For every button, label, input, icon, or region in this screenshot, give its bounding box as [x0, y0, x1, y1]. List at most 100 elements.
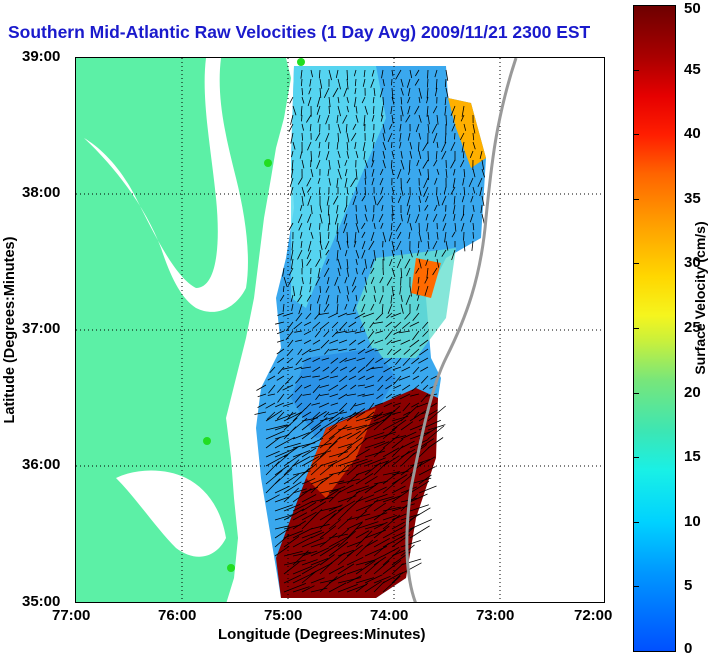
velocity-arrow — [276, 330, 285, 335]
velocity-arrow — [277, 393, 285, 403]
velocity-arrow — [274, 545, 290, 557]
colorbar-tick-mark — [633, 521, 639, 523]
velocity-arrow — [379, 87, 384, 98]
velocity-arrow — [322, 366, 330, 372]
velocity-arrow — [344, 303, 348, 310]
velocity-arrow — [346, 464, 359, 476]
velocity-arrow — [325, 285, 330, 293]
velocity-arrow — [427, 425, 445, 440]
map-panel[interactable] — [75, 57, 605, 603]
velocity-arrow — [391, 572, 403, 584]
colorbar-tick-mark — [633, 198, 639, 200]
velocity-arrow — [416, 249, 420, 256]
velocity-arrow — [435, 78, 438, 90]
velocity-arrow — [442, 213, 447, 222]
colorbar-tick-label: 40 — [684, 125, 701, 143]
velocity-arrow — [462, 204, 465, 216]
velocity-arrow — [346, 285, 349, 295]
velocity-arrow — [409, 249, 413, 258]
velocity-arrow — [400, 474, 413, 485]
velocity-arrow — [349, 402, 357, 411]
velocity-arrow — [337, 443, 352, 449]
velocity-arrow — [319, 489, 339, 503]
velocity-arrow — [254, 411, 267, 415]
velocity-arrow — [382, 405, 401, 422]
velocity-arrow — [316, 96, 321, 108]
velocity-arrow — [328, 436, 341, 449]
velocity-arrow — [319, 554, 335, 566]
velocity-arrow — [323, 303, 330, 312]
velocity-arrow — [357, 339, 366, 345]
velocity-arrow — [396, 258, 402, 269]
velocity-arrow — [461, 222, 465, 232]
velocity-arrow — [393, 330, 402, 335]
velocity-arrow — [382, 514, 401, 530]
velocity-arrow — [346, 408, 365, 422]
velocity-arrow — [412, 366, 420, 375]
velocity-arrow — [354, 78, 357, 87]
velocity-arrow — [391, 527, 413, 539]
velocity-arrow — [463, 168, 466, 178]
velocity-arrow — [472, 204, 475, 212]
velocity-arrow — [379, 168, 384, 176]
velocity-arrow — [403, 411, 411, 416]
velocity-arrow — [357, 348, 366, 355]
velocity-arrow — [337, 123, 341, 134]
velocity-arrow — [319, 543, 340, 557]
velocity-arrow — [282, 267, 285, 277]
velocity-arrow — [373, 441, 390, 449]
velocity-arrow — [355, 484, 377, 494]
velocity-arrow — [274, 496, 291, 503]
velocity-arrow — [327, 222, 330, 232]
velocity-arrow — [382, 495, 402, 503]
velocity-arrow — [409, 408, 429, 422]
velocity-arrow — [295, 339, 303, 342]
velocity-arrow — [399, 132, 402, 142]
velocity-arrow — [418, 474, 432, 485]
colorbar-tick-mark — [633, 457, 639, 459]
velocity-arrow — [292, 565, 313, 575]
velocity-arrow — [328, 411, 339, 416]
velocity-arrow — [312, 384, 321, 394]
velocity-arrow — [400, 463, 416, 476]
velocity-arrow — [317, 267, 321, 278]
velocity-arrow — [391, 438, 404, 449]
velocity-arrow — [425, 258, 429, 266]
velocity-arrow — [405, 294, 411, 306]
velocity-arrow — [404, 258, 411, 269]
velocity-arrow — [287, 393, 294, 400]
velocity-arrow — [444, 132, 447, 144]
velocity-arrow — [319, 561, 333, 575]
velocity-arrow — [444, 105, 447, 116]
velocity-arrow — [319, 213, 323, 224]
colorbar-tick-mark — [633, 651, 639, 652]
velocity-arrow — [283, 442, 301, 449]
velocity-arrow — [364, 285, 367, 293]
velocity-arrow — [319, 576, 338, 593]
velocity-arrow — [306, 114, 312, 123]
velocity-arrow — [450, 159, 456, 169]
velocity-arrow — [286, 348, 294, 357]
velocity-arrow — [338, 393, 348, 400]
velocity-arrow — [291, 150, 294, 158]
velocity-arrow — [361, 240, 366, 250]
velocity-arrow — [323, 411, 330, 418]
velocity-arrow — [472, 123, 476, 134]
colorbar-tick-label: 50 — [684, 0, 701, 17]
velocity-arrow — [301, 411, 312, 418]
velocity-arrow — [418, 96, 421, 103]
velocity-arrow — [337, 411, 360, 422]
velocity-arrow — [391, 419, 407, 431]
velocity-arrow — [407, 213, 411, 224]
velocity-arrow — [319, 424, 338, 440]
velocity-arrow — [409, 423, 425, 431]
velocity-arrow — [362, 312, 375, 318]
velocity-arrow — [409, 339, 420, 348]
velocity-arrow — [373, 525, 390, 539]
velocity-arrow — [339, 375, 348, 383]
velocity-arrow — [292, 550, 309, 566]
velocity-arrow — [309, 123, 312, 132]
velocity-arrow — [373, 447, 386, 458]
x-tick-label: 72:00 — [574, 607, 613, 624]
velocity-arrow — [442, 222, 447, 232]
